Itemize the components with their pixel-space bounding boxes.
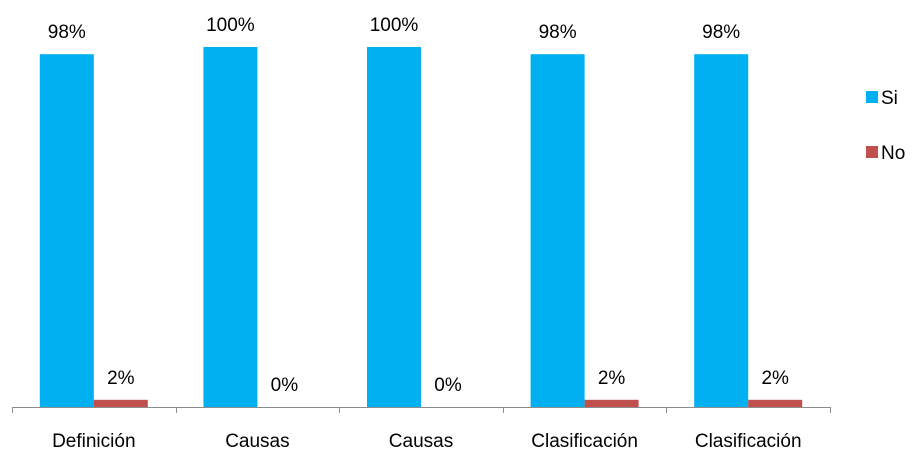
bars-layer — [39, 47, 803, 407]
bar-si — [367, 47, 421, 407]
data-label-no: 2% — [761, 368, 789, 389]
data-label-no: 0% — [271, 375, 299, 396]
bar-no — [93, 399, 148, 407]
x-tick-label: Causas — [225, 431, 289, 451]
bar-si — [694, 54, 749, 407]
bar-si — [39, 54, 94, 407]
data-labels-layer: 98% 100% 100% 98% 98% 2% 0% 0% 2% 2% — [48, 15, 789, 396]
bar-no — [584, 399, 639, 407]
legend-swatch-no — [866, 146, 878, 158]
x-tick-label: Causas — [389, 431, 453, 451]
bar-si — [530, 54, 585, 407]
legend-label-si: Si — [881, 88, 898, 109]
x-axis: Definición Causas Causas Clasificación Clasi… — [12, 407, 831, 451]
data-label-si: 100% — [206, 15, 255, 36]
data-label-no: 0% — [434, 375, 462, 396]
legend-label-no: No — [881, 143, 905, 164]
x-tick-label: Clasificación — [531, 431, 638, 451]
data-label-no: 2% — [598, 368, 626, 389]
data-label-si: 98% — [48, 22, 86, 43]
bar-si — [203, 47, 258, 407]
data-label-si: 98% — [702, 22, 740, 43]
legend: Si No — [866, 88, 905, 164]
data-label-si: 100% — [370, 15, 419, 36]
x-tick-label: Definición — [52, 431, 135, 451]
bar-no — [748, 399, 803, 407]
x-tick-label: Clasificación — [695, 431, 802, 451]
data-label-si: 98% — [539, 22, 577, 43]
data-label-no: 2% — [107, 368, 135, 389]
legend-swatch-si — [866, 91, 878, 103]
